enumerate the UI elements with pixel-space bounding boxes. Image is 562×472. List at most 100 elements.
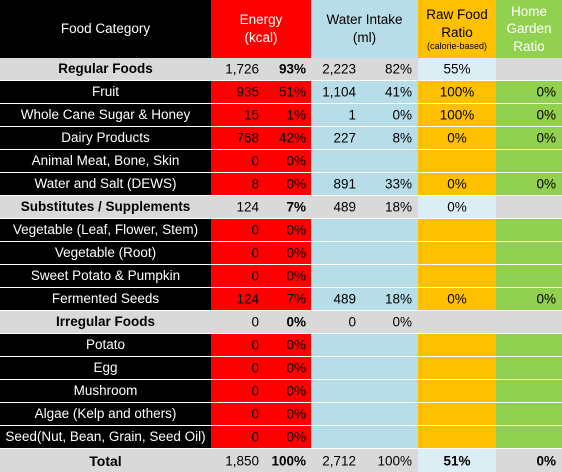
water-cell: 489 18% — [311, 196, 418, 218]
row-divider — [0, 402, 562, 403]
home-garden-ratio-cell — [496, 403, 562, 425]
food-category-cell: Substitutes / Supplements — [0, 196, 211, 218]
raw-food-ratio-cell — [418, 426, 496, 448]
category-row: Irregular Foods 0 0% 0 0% — [0, 311, 562, 333]
food-category-cell: Regular Foods — [0, 58, 211, 80]
raw-food-ratio-cell — [418, 150, 496, 172]
home-garden-ratio-cell — [496, 380, 562, 402]
energy-percent: 0% — [286, 406, 306, 422]
energy-kcal: 1,726 — [225, 61, 259, 77]
table-row: Animal Meat, Bone, Skin 0 0% — [0, 150, 562, 172]
row-divider — [0, 172, 562, 173]
home-garden-ratio-cell — [496, 58, 562, 80]
water-cell — [311, 242, 418, 264]
food-category-cell: Seed(Nut, Bean, Grain, Seed Oil) — [0, 426, 211, 448]
water-cell: 2,223 82% — [311, 58, 418, 80]
total-row: Total 1,850 100% 2,712 100% 51% 0% — [0, 449, 562, 472]
energy-kcal: 0 — [251, 383, 259, 399]
water-cell — [311, 426, 418, 448]
home-garden-ratio-cell — [496, 357, 562, 379]
energy-percent: 7% — [286, 291, 306, 307]
water-cell: 227 8% — [311, 127, 418, 149]
water-cell: 2,712 100% — [311, 449, 418, 472]
energy-cell: 0 0% — [211, 334, 311, 356]
water-cell — [311, 265, 418, 287]
energy-cell: 0 0% — [211, 150, 311, 172]
food-category-cell: Fermented Seeds — [0, 288, 211, 310]
table-row: Mushroom 0 0% — [0, 380, 562, 402]
water-cell — [311, 334, 418, 356]
header-raw-food-ratio: Raw Food Ratio (calorie-based) — [418, 0, 496, 58]
table-row: Vegetable (Leaf, Flower, Stem) 0 0% — [0, 219, 562, 241]
row-divider — [0, 333, 562, 334]
energy-cell: 935 51% — [211, 81, 311, 103]
home-garden-ratio-cell: 0% — [496, 449, 562, 472]
energy-cell: 0 0% — [211, 380, 311, 402]
energy-percent: 100% — [271, 452, 306, 468]
water-cell: 891 33% — [311, 173, 418, 195]
water-cell — [311, 380, 418, 402]
row-divider — [0, 149, 562, 150]
row-divider — [0, 80, 562, 81]
row-divider — [0, 379, 562, 380]
water-percent: 41% — [384, 84, 412, 100]
water-cell — [311, 219, 418, 241]
food-category-cell: Vegetable (Root) — [0, 242, 211, 264]
raw-food-ratio-cell: 51% — [418, 449, 496, 472]
energy-percent: 0% — [286, 429, 306, 445]
energy-cell: 8 0% — [211, 173, 311, 195]
water-cell — [311, 150, 418, 172]
header-food-category: Food Category — [0, 0, 211, 58]
home-garden-ratio-cell: 0% — [496, 288, 562, 310]
energy-cell: 0 0% — [211, 311, 311, 333]
water-percent: 8% — [392, 130, 412, 146]
raw-food-ratio-cell: 0% — [418, 196, 496, 218]
row-divider — [0, 448, 562, 449]
header-energy: Energy (kcal) — [211, 0, 311, 58]
water-ml: 1 — [348, 107, 356, 123]
table-row: Vegetable (Root) 0 0% — [0, 242, 562, 264]
water-cell: 0 0% — [311, 311, 418, 333]
raw-food-ratio-cell: 100% — [418, 81, 496, 103]
food-category-cell: Egg — [0, 357, 211, 379]
energy-kcal: 15 — [243, 107, 259, 123]
home-garden-ratio-cell — [496, 265, 562, 287]
water-ml: 0 — [348, 314, 356, 330]
home-garden-ratio-cell — [496, 311, 562, 333]
energy-percent: 0% — [286, 176, 306, 192]
energy-cell: 15 1% — [211, 104, 311, 126]
category-row: Regular Foods 1,726 93% 2,223 82% 55% — [0, 58, 562, 80]
raw-food-ratio-cell — [418, 311, 496, 333]
food-category-cell: Sweet Potato & Pumpkin — [0, 265, 211, 287]
energy-kcal: 0 — [251, 406, 259, 422]
energy-percent: 0% — [286, 268, 306, 284]
food-category-cell: Animal Meat, Bone, Skin — [0, 150, 211, 172]
raw-food-ratio-cell: 0% — [418, 127, 496, 149]
energy-kcal: 0 — [251, 360, 259, 376]
energy-kcal: 0 — [251, 337, 259, 353]
food-category-cell: Mushroom — [0, 380, 211, 402]
energy-kcal: 0 — [251, 245, 259, 261]
energy-cell: 0 0% — [211, 403, 311, 425]
food-category-cell: Potato — [0, 334, 211, 356]
row-divider — [0, 195, 562, 196]
header-water-intake: Water Intake (ml) — [311, 0, 418, 58]
table-row: Whole Cane Sugar & Honey 15 1% 1 0% 100% 0% — [0, 104, 562, 126]
raw-food-ratio-cell — [418, 357, 496, 379]
energy-cell: 0 0% — [211, 242, 311, 264]
raw-food-ratio-cell — [418, 242, 496, 264]
energy-kcal: 0 — [251, 314, 259, 330]
table-row: Seed(Nut, Bean, Grain, Seed Oil) 0 0% — [0, 426, 562, 448]
energy-percent: 0% — [286, 153, 306, 169]
home-garden-ratio-cell — [496, 219, 562, 241]
energy-percent: 0% — [286, 383, 306, 399]
table-row: Sweet Potato & Pumpkin 0 0% — [0, 265, 562, 287]
energy-percent: 0% — [286, 245, 306, 261]
food-category-cell: Whole Cane Sugar & Honey — [0, 104, 211, 126]
row-divider — [0, 241, 562, 242]
energy-kcal: 768 — [236, 130, 259, 146]
table-row: Potato 0 0% — [0, 334, 562, 356]
food-category-cell: Water and Salt (DEWS) — [0, 173, 211, 195]
water-cell: 489 18% — [311, 288, 418, 310]
energy-percent: 93% — [278, 61, 306, 77]
